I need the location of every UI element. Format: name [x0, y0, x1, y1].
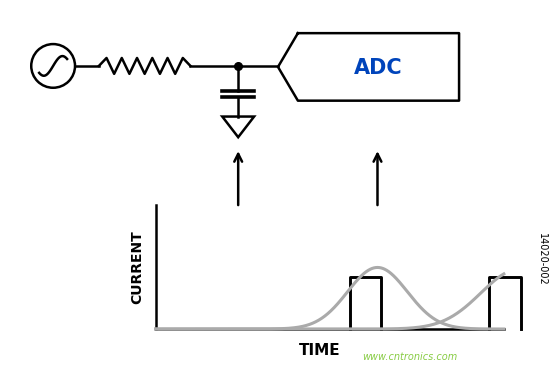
Text: ADC: ADC [354, 58, 403, 78]
Text: 14020-002: 14020-002 [537, 233, 547, 286]
Text: CURRENT: CURRENT [131, 230, 145, 304]
Text: www.cntronics.com: www.cntronics.com [361, 352, 457, 362]
Text: TIME: TIME [299, 343, 341, 358]
